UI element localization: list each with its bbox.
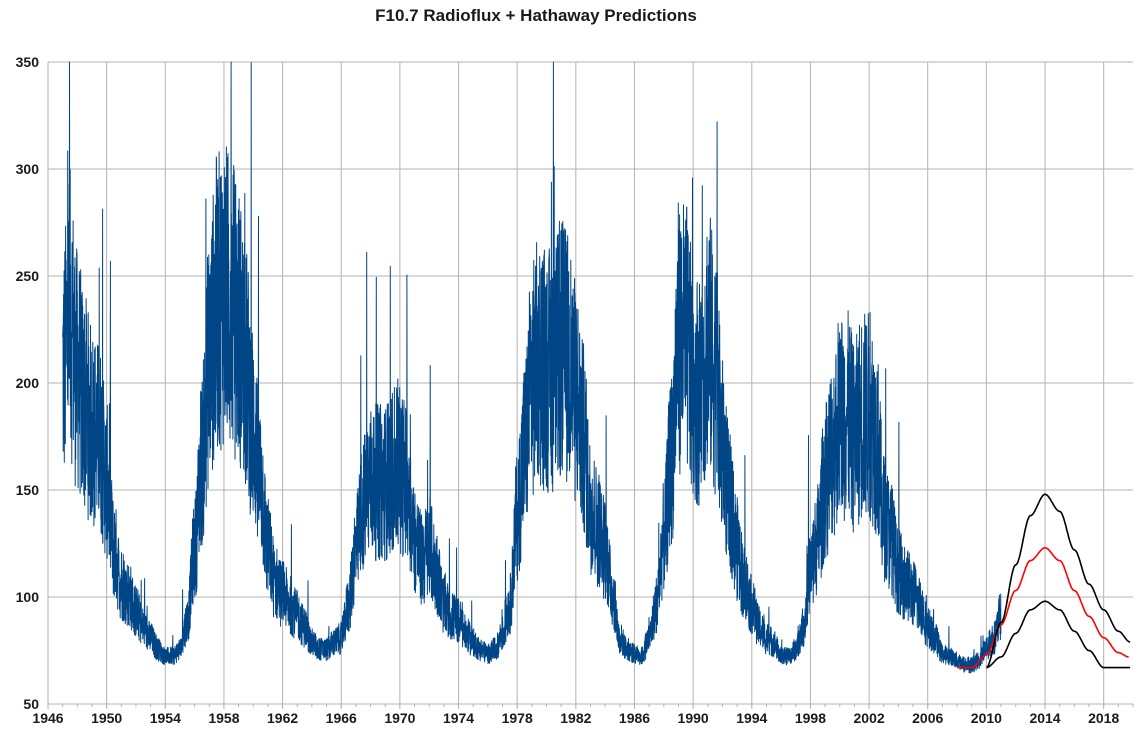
- prediction-series-line: [986, 493, 1131, 669]
- x-tick-label: 1998: [795, 710, 826, 726]
- x-tick-label: 1994: [736, 710, 767, 726]
- plot-series: [62, 61, 1131, 674]
- x-tick-label: 1982: [560, 710, 591, 726]
- y-tick-label: 250: [16, 268, 40, 284]
- x-tick-label: 1946: [32, 710, 63, 726]
- x-tick-label: 2002: [854, 710, 885, 726]
- chart-title: F10.7 Radioflux + Hathaway Predictions: [375, 6, 697, 25]
- y-tick-label: 200: [16, 375, 40, 391]
- y-tick-label: 300: [16, 161, 40, 177]
- y-tick-label: 150: [16, 482, 40, 498]
- x-tick-label: 2014: [1029, 710, 1060, 726]
- x-tick-label: 1958: [208, 710, 239, 726]
- prediction-series-line: [957, 547, 1129, 669]
- x-tick-label: 1974: [443, 710, 474, 726]
- x-tick-label: 2018: [1088, 710, 1119, 726]
- x-tick-label: 2010: [971, 710, 1002, 726]
- radioflux-series-line: [62, 61, 1002, 674]
- x-tick-label: 1978: [502, 710, 533, 726]
- x-tick-label: 1950: [91, 710, 122, 726]
- y-axis-tick-labels: 50 100 150 200 250 300 350: [16, 54, 40, 712]
- x-axis-tick-labels: 1946 1950 1954 1958 1962 1966 1970 1974 1978 1982…: [32, 710, 1119, 726]
- x-tick-label: 1954: [150, 710, 181, 726]
- x-tick-label: 1966: [326, 710, 357, 726]
- y-tick-label: 100: [16, 589, 40, 605]
- y-tick-label: 350: [16, 54, 40, 70]
- x-tick-label: 2006: [912, 710, 943, 726]
- x-tick-label: 1962: [267, 710, 298, 726]
- y-tick-label: 50: [23, 696, 39, 712]
- x-tick-label: 1990: [678, 710, 709, 726]
- x-tick-label: 1986: [619, 710, 650, 726]
- prediction-series-line: [986, 600, 1131, 669]
- x-tick-label: 1970: [384, 710, 415, 726]
